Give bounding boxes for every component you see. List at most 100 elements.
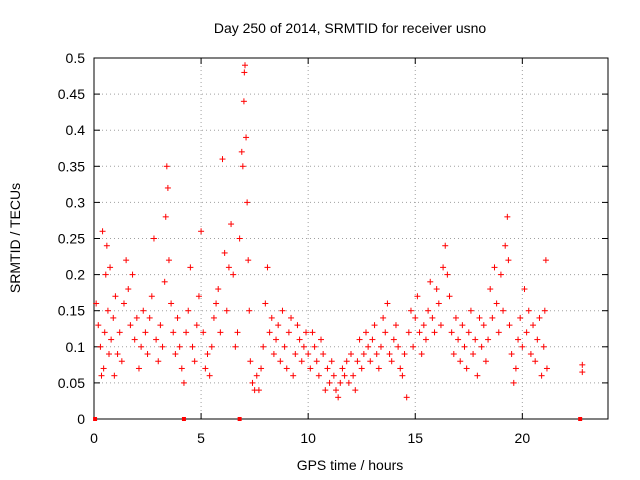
data-point <box>523 329 530 336</box>
data-point <box>422 336 429 343</box>
data-point <box>303 329 310 336</box>
data-point <box>221 249 228 256</box>
data-point <box>187 264 194 271</box>
data-point <box>465 329 472 336</box>
data-point <box>275 322 282 329</box>
data-point <box>112 293 119 300</box>
data-point <box>253 372 260 379</box>
zero-value-point <box>93 417 98 421</box>
data-point <box>107 264 114 271</box>
data-point <box>305 351 312 358</box>
data-point <box>243 134 250 141</box>
data-point <box>480 322 487 329</box>
data-point <box>444 271 451 278</box>
data-point <box>262 300 269 307</box>
data-point <box>461 343 468 350</box>
data-point <box>208 343 215 350</box>
data-point <box>348 351 354 358</box>
data-point <box>298 358 305 365</box>
data-point <box>382 329 389 336</box>
data-point <box>285 329 292 336</box>
data-point <box>345 379 352 386</box>
data-point <box>512 365 519 372</box>
data-point <box>290 372 297 379</box>
data-point <box>534 336 541 343</box>
data-point <box>176 343 183 350</box>
data-point <box>420 322 427 329</box>
data-point <box>467 307 474 314</box>
data-point <box>268 314 275 321</box>
y-tick-label: 0.15 <box>58 303 85 319</box>
x-tick-label: 20 <box>515 430 531 446</box>
data-point <box>470 351 477 358</box>
zero-value-point <box>181 417 186 421</box>
data-point <box>185 307 192 314</box>
data-point <box>335 394 342 401</box>
data-point <box>455 336 462 343</box>
data-point <box>440 264 447 271</box>
data-point <box>249 379 256 386</box>
y-axis-label: SRMTID / TECUs <box>7 183 23 293</box>
data-point <box>367 358 374 365</box>
data-point <box>245 257 252 264</box>
data-point <box>281 343 288 350</box>
y-tick-label: 0.45 <box>58 86 85 102</box>
data-point <box>240 98 247 105</box>
data-point <box>504 213 511 220</box>
data-point <box>206 372 213 379</box>
data-point <box>157 322 164 329</box>
data-point <box>365 343 372 350</box>
data-point <box>330 372 337 379</box>
data-point <box>131 336 138 343</box>
data-point <box>155 358 162 365</box>
data-point <box>339 365 346 372</box>
data-point <box>223 307 230 314</box>
data-point <box>153 336 160 343</box>
data-point <box>123 257 130 264</box>
data-point <box>101 329 108 336</box>
data-point <box>532 358 539 365</box>
data-point <box>418 351 425 358</box>
data-point <box>352 387 359 394</box>
data-point <box>328 358 335 365</box>
data-point <box>198 228 205 235</box>
data-point <box>337 379 344 386</box>
data-point <box>369 336 376 343</box>
x-axis-label: GPS time / hours <box>297 457 404 473</box>
data-point <box>320 351 327 358</box>
data-point <box>377 343 384 350</box>
data-point <box>324 365 331 372</box>
data-point <box>356 336 363 343</box>
y-tick-label: 0.05 <box>58 375 85 391</box>
data-point <box>170 329 177 336</box>
data-point <box>202 365 209 372</box>
data-point <box>474 372 481 379</box>
data-point <box>450 351 457 358</box>
data-point <box>178 365 185 372</box>
data-point <box>142 329 149 336</box>
data-point <box>579 369 586 376</box>
data-point <box>322 387 329 394</box>
data-point <box>150 235 157 242</box>
data-point <box>459 322 466 329</box>
data-point <box>491 264 498 271</box>
data-point <box>442 242 449 249</box>
data-point <box>228 221 235 228</box>
data-point <box>388 358 395 365</box>
data-points <box>93 62 586 421</box>
data-point <box>135 365 142 372</box>
data-point <box>174 314 181 321</box>
data-point <box>234 329 241 336</box>
data-point <box>508 351 515 358</box>
data-point <box>313 358 320 365</box>
data-point <box>448 329 455 336</box>
data-point <box>161 278 168 285</box>
data-point <box>183 329 190 336</box>
data-point <box>133 314 140 321</box>
data-point <box>232 343 239 350</box>
data-point <box>414 293 421 300</box>
data-point <box>241 69 248 76</box>
data-point <box>384 300 391 307</box>
x-tick-label: 10 <box>300 430 316 446</box>
data-point <box>110 314 117 321</box>
